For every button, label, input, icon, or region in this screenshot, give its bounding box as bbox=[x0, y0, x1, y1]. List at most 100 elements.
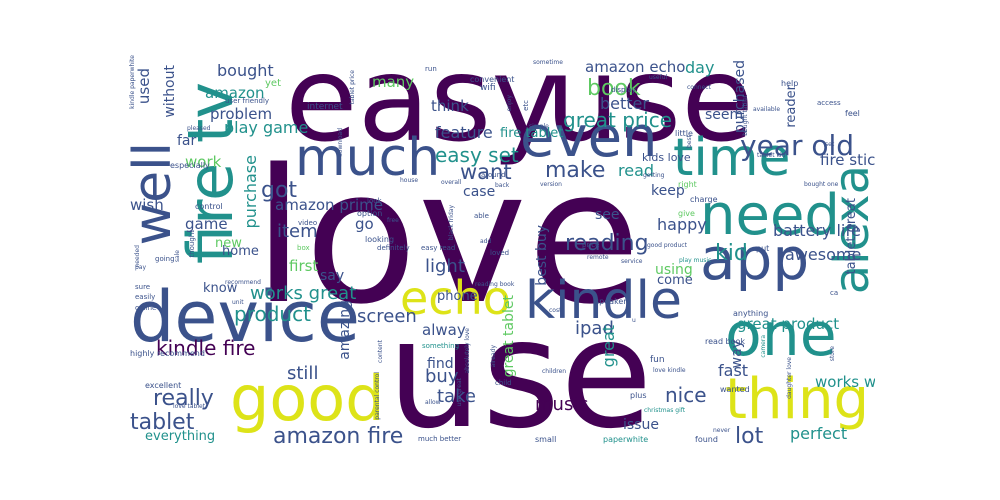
word-u: u bbox=[632, 317, 636, 324]
word-getting: getting bbox=[643, 172, 665, 179]
word-allow: allow bbox=[425, 399, 441, 406]
word-fun: fun bbox=[650, 355, 665, 365]
word-box: box bbox=[297, 244, 310, 252]
word-best-buy: best buy bbox=[534, 225, 550, 286]
word-product: product bbox=[234, 302, 311, 326]
word-seem: seem bbox=[705, 107, 744, 123]
word-convenient: convenient bbox=[470, 75, 515, 84]
word-unit: unit bbox=[232, 299, 244, 306]
word-especially: especially bbox=[170, 161, 210, 170]
word-new: new bbox=[215, 236, 242, 251]
word-black-friday: black friday bbox=[448, 205, 455, 241]
word-tablet: tablet bbox=[130, 410, 195, 435]
word-reading: reading bbox=[565, 231, 649, 256]
word-something: something bbox=[422, 342, 460, 350]
word-internet: internet bbox=[307, 102, 343, 112]
word-everything: everything bbox=[145, 429, 216, 444]
word-time: time bbox=[673, 128, 791, 188]
word-definitely: definitely bbox=[377, 244, 410, 252]
word-ca: ca bbox=[830, 289, 839, 297]
word-take: take bbox=[437, 386, 476, 407]
word-great-tablet: great tablet bbox=[501, 295, 517, 378]
word-far: far bbox=[177, 133, 197, 149]
word-use-great: use great bbox=[456, 378, 463, 407]
word-one: one bbox=[725, 300, 837, 370]
word-etc: etc bbox=[522, 100, 530, 111]
word-app: app bbox=[700, 225, 810, 293]
word-children: children bbox=[542, 368, 567, 375]
word-good-product: good product bbox=[647, 242, 687, 249]
word-able: able bbox=[474, 212, 489, 220]
word-great: great bbox=[599, 325, 618, 368]
word-great-product: great product bbox=[737, 315, 840, 333]
word-kindle: kindle bbox=[525, 271, 682, 331]
word-got: got bbox=[261, 178, 298, 203]
word-well: well bbox=[125, 142, 183, 246]
word-keep: keep bbox=[651, 183, 685, 199]
word-parental-control: parental control bbox=[374, 372, 381, 420]
word-paperwhite: paperwhite bbox=[603, 435, 649, 444]
word-reader: reader bbox=[784, 85, 799, 128]
word-happy: happy bbox=[657, 215, 707, 234]
word-available: available bbox=[753, 106, 781, 113]
word-price: price bbox=[582, 241, 600, 249]
word-love-kindle: love kindle bbox=[653, 367, 686, 374]
word-sometime: sometime bbox=[533, 59, 563, 66]
word-put: put bbox=[756, 244, 770, 253]
word-still: still bbox=[287, 363, 319, 384]
word-give: give bbox=[678, 209, 695, 218]
word-thought: thought bbox=[188, 230, 196, 258]
word-free: free bbox=[387, 217, 399, 224]
word-connect: connect bbox=[687, 84, 711, 91]
word-yet: yet bbox=[265, 78, 281, 89]
word-think: think bbox=[431, 97, 469, 115]
word-many: many bbox=[372, 73, 415, 91]
word-feature: feature bbox=[435, 123, 493, 142]
word-really: really bbox=[153, 386, 214, 411]
word-even: even bbox=[520, 105, 658, 170]
word-cloud-panel: love use easy use device good much kindle time ap… bbox=[125, 50, 875, 450]
word-online: online bbox=[135, 304, 157, 312]
word-use: use bbox=[387, 288, 653, 450]
word-simple: simple bbox=[529, 123, 549, 130]
word-used: used bbox=[135, 68, 153, 105]
word-first: first bbox=[289, 257, 319, 275]
word-amazon-fire: amazon fire bbox=[273, 424, 404, 449]
word-plus: plus bbox=[630, 391, 647, 400]
word-amazon-echo: amazon echo bbox=[585, 58, 686, 76]
word-amazon-prime: amazon prime bbox=[275, 196, 384, 214]
word-play-music: play music bbox=[679, 257, 712, 264]
word-run: run bbox=[425, 65, 437, 73]
word-house: house bbox=[400, 177, 419, 184]
word-display: display bbox=[611, 86, 636, 94]
word-case: case bbox=[463, 184, 496, 200]
word-highly-recommend: highly recommend bbox=[130, 349, 205, 358]
word-need: need bbox=[700, 183, 840, 248]
word-tablet-great: tablet great bbox=[844, 198, 859, 275]
word-purchase: purchase bbox=[241, 155, 260, 229]
word-needed: needed bbox=[134, 245, 141, 268]
word-already: already bbox=[490, 345, 497, 368]
word-bought-one: bought one bbox=[804, 181, 839, 188]
word-absolutely-love: absolutely love bbox=[464, 328, 471, 374]
word-sale: sale bbox=[174, 250, 181, 263]
word-item: item bbox=[277, 221, 318, 242]
word-download: download bbox=[337, 128, 344, 158]
word-control: control bbox=[195, 202, 223, 211]
word-camera: camera bbox=[760, 335, 767, 358]
word-around: around bbox=[481, 171, 506, 179]
word-amazon: amazon bbox=[205, 84, 265, 102]
word-little: little bbox=[675, 129, 693, 138]
word-screen: screen bbox=[357, 306, 417, 327]
word-store: store bbox=[829, 346, 836, 362]
word-device: device bbox=[130, 276, 360, 358]
word-wifi: wifi bbox=[480, 83, 496, 93]
word-easily: easily bbox=[135, 293, 156, 301]
word-kids-love: kids love bbox=[642, 151, 691, 164]
word-music: music bbox=[535, 394, 589, 415]
word-see: see bbox=[595, 207, 620, 223]
word-say: say bbox=[320, 268, 345, 284]
word-overall: overall bbox=[441, 179, 462, 186]
word-problem: problem bbox=[210, 105, 273, 123]
word-looking: looking bbox=[365, 235, 395, 244]
